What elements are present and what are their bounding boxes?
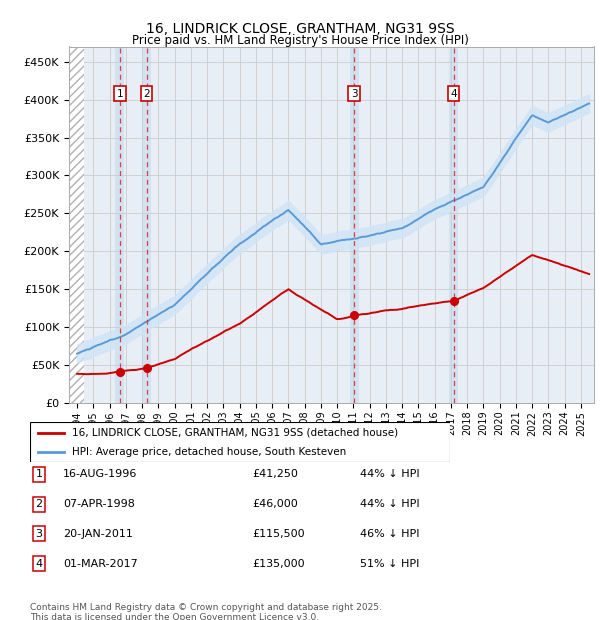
- Text: 51% ↓ HPI: 51% ↓ HPI: [360, 559, 419, 569]
- FancyBboxPatch shape: [30, 422, 450, 462]
- Text: £135,000: £135,000: [252, 559, 305, 569]
- Text: 1: 1: [35, 469, 43, 479]
- Bar: [69, 46, 83, 403]
- Text: 16, LINDRICK CLOSE, GRANTHAM, NG31 9SS (detached house): 16, LINDRICK CLOSE, GRANTHAM, NG31 9SS (…: [72, 428, 398, 438]
- Text: 3: 3: [35, 529, 43, 539]
- Text: 44% ↓ HPI: 44% ↓ HPI: [360, 469, 419, 479]
- Text: Price paid vs. HM Land Registry's House Price Index (HPI): Price paid vs. HM Land Registry's House …: [131, 34, 469, 47]
- Text: 4: 4: [35, 559, 43, 569]
- Bar: [449, 46, 458, 403]
- Text: 1: 1: [116, 89, 123, 99]
- Text: 01-MAR-2017: 01-MAR-2017: [63, 559, 138, 569]
- Text: Contains HM Land Registry data © Crown copyright and database right 2025.
This d: Contains HM Land Registry data © Crown c…: [30, 603, 382, 620]
- Text: 20-JAN-2011: 20-JAN-2011: [63, 529, 133, 539]
- Text: 44% ↓ HPI: 44% ↓ HPI: [360, 499, 419, 509]
- Text: 16-AUG-1996: 16-AUG-1996: [63, 469, 137, 479]
- Text: 4: 4: [450, 89, 457, 99]
- Text: 07-APR-1998: 07-APR-1998: [63, 499, 135, 509]
- Text: £41,250: £41,250: [252, 469, 298, 479]
- Text: 2: 2: [35, 499, 43, 509]
- Text: 2: 2: [143, 89, 150, 99]
- Text: 16, LINDRICK CLOSE, GRANTHAM, NG31 9SS: 16, LINDRICK CLOSE, GRANTHAM, NG31 9SS: [146, 22, 454, 36]
- Bar: [115, 46, 124, 403]
- Text: HPI: Average price, detached house, South Kesteven: HPI: Average price, detached house, Sout…: [72, 447, 346, 457]
- Bar: [142, 46, 151, 403]
- Bar: [350, 46, 359, 403]
- Text: £46,000: £46,000: [252, 499, 298, 509]
- Text: £115,500: £115,500: [252, 529, 305, 539]
- Text: 3: 3: [351, 89, 358, 99]
- Text: 46% ↓ HPI: 46% ↓ HPI: [360, 529, 419, 539]
